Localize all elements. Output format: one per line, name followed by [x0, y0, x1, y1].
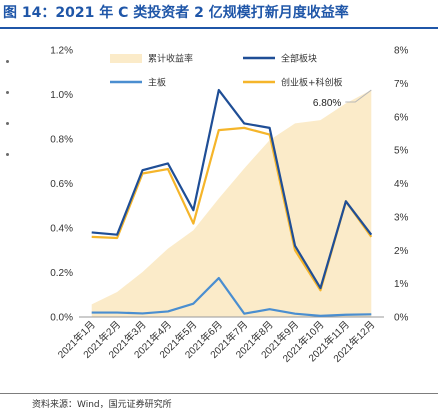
source-divider: [0, 393, 438, 394]
margin-dot: [6, 122, 9, 125]
y-right-tick-label: 5%: [394, 146, 409, 157]
y-right-tick-label: 2%: [394, 246, 409, 257]
legend-swatch-area: [110, 54, 142, 63]
y-right-tick-label: 7%: [394, 79, 409, 90]
side-margin-dots: [6, 60, 14, 184]
y-left-tick-label: 1.0%: [50, 90, 73, 101]
y-left-tick-label: 0.0%: [50, 313, 73, 324]
legend-label: 主板: [148, 77, 166, 89]
series-lines-layer: [91, 88, 373, 317]
margin-dot: [6, 91, 9, 94]
legend-label: 创业板+科创板: [281, 77, 343, 89]
y-right-tick-label: 8%: [394, 46, 409, 57]
y-right-tick-label: 4%: [394, 179, 409, 190]
y-left-tick-label: 0.8%: [50, 135, 73, 146]
legend-label: 累计收益率: [148, 53, 193, 65]
y-right-tick-label: 0%: [394, 313, 409, 324]
annotation-layer: 6.80%: [313, 89, 372, 109]
cumulative-area-layer: [91, 90, 372, 317]
figure-title: 图 14：2021 年 C 类投资者 2 亿规模打新月度收益率: [3, 5, 349, 21]
source-note: 资料来源：Wind，国元证券研究所: [32, 400, 172, 410]
y-left-tick-label: 0.2%: [50, 268, 73, 279]
margin-dot: [6, 153, 9, 156]
main-board-line: [91, 276, 372, 317]
y-left-tick-label: 0.4%: [50, 224, 73, 235]
all-board-line: [91, 88, 373, 290]
annotation-leader-line: [345, 89, 372, 103]
monthly-return-chart: 0.0% 0.2% 0.4% 0.6% 0.8% 1.0% 1.2% 0% 1% 2% 3% 4% 5%…: [50, 46, 409, 365]
margin-dot: [6, 60, 9, 63]
y-right-tick-label: 1%: [394, 279, 409, 290]
y-right-tick-label: 6%: [394, 112, 409, 123]
cumulative-return-area: [91, 90, 372, 317]
annotation-label: 6.80%: [313, 98, 341, 109]
title-underline: [0, 27, 438, 29]
y-left-tick-label: 0.6%: [50, 179, 73, 190]
y-left-tick-label: 1.2%: [50, 46, 73, 57]
y-right-tick-label: 3%: [394, 212, 409, 223]
legend-label: 全部板块: [281, 53, 317, 65]
